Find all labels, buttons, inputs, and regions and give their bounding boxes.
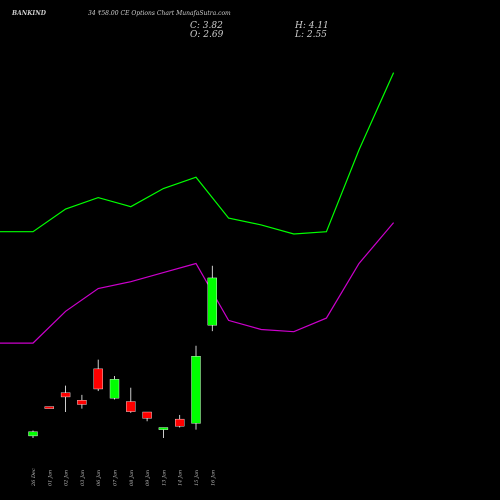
candle-body-1 [44,406,54,409]
x-tick-label-10: 15 Jan [194,470,200,486]
candle-body-4 [93,368,103,390]
candle-body-9 [174,418,185,427]
upper-band-line [0,72,395,235]
candle-body-11 [207,277,218,326]
candle-body-0 [28,431,38,437]
candle-body-7 [142,411,152,419]
x-tick-label-8: 13 Jan [161,470,167,486]
open-value: O: 2.69 [190,30,224,40]
x-tick-label-1: 01 Jan [47,470,53,486]
chart-subtitle: 34 ₹58.00 CE Options Chart MunafaSutra.c… [88,10,231,17]
x-tick-label-3: 03 Jan [80,470,86,486]
low-value: L: 2.55 [295,30,327,40]
band-lines [0,72,395,344]
candle-body-8 [158,427,169,430]
x-tick-label-2: 02 Jan [64,470,70,486]
x-tick-label-11: 16 Jan [210,470,216,486]
candle-body-3 [77,400,87,405]
x-tick-label-4: 06 Jan [96,470,102,486]
candle-body-10 [191,356,201,424]
lower-band-line [0,222,395,344]
close-value: C: 3.82 [190,21,223,31]
candle-body-6 [126,401,136,412]
x-tick-label-7: 09 Jan [145,470,151,486]
candles [28,265,218,438]
x-tick-label-5: 07 Jan [113,470,119,486]
x-tick-label-9: 14 Jan [178,470,184,486]
chart-symbol: BANKIND [12,10,46,17]
x-tick-label-0: 26 Dec [31,468,37,487]
x-tick-label-6: 08 Jan [129,470,135,486]
candle-body-5 [109,379,120,399]
candle-body-2 [60,392,71,398]
x-tick-labels: 26 Dec 01 Jan 02 Jan 03 Jan 06 Jan 07 Jan 08 J… [31,468,216,487]
high-value: H: 4.11 [295,21,329,31]
